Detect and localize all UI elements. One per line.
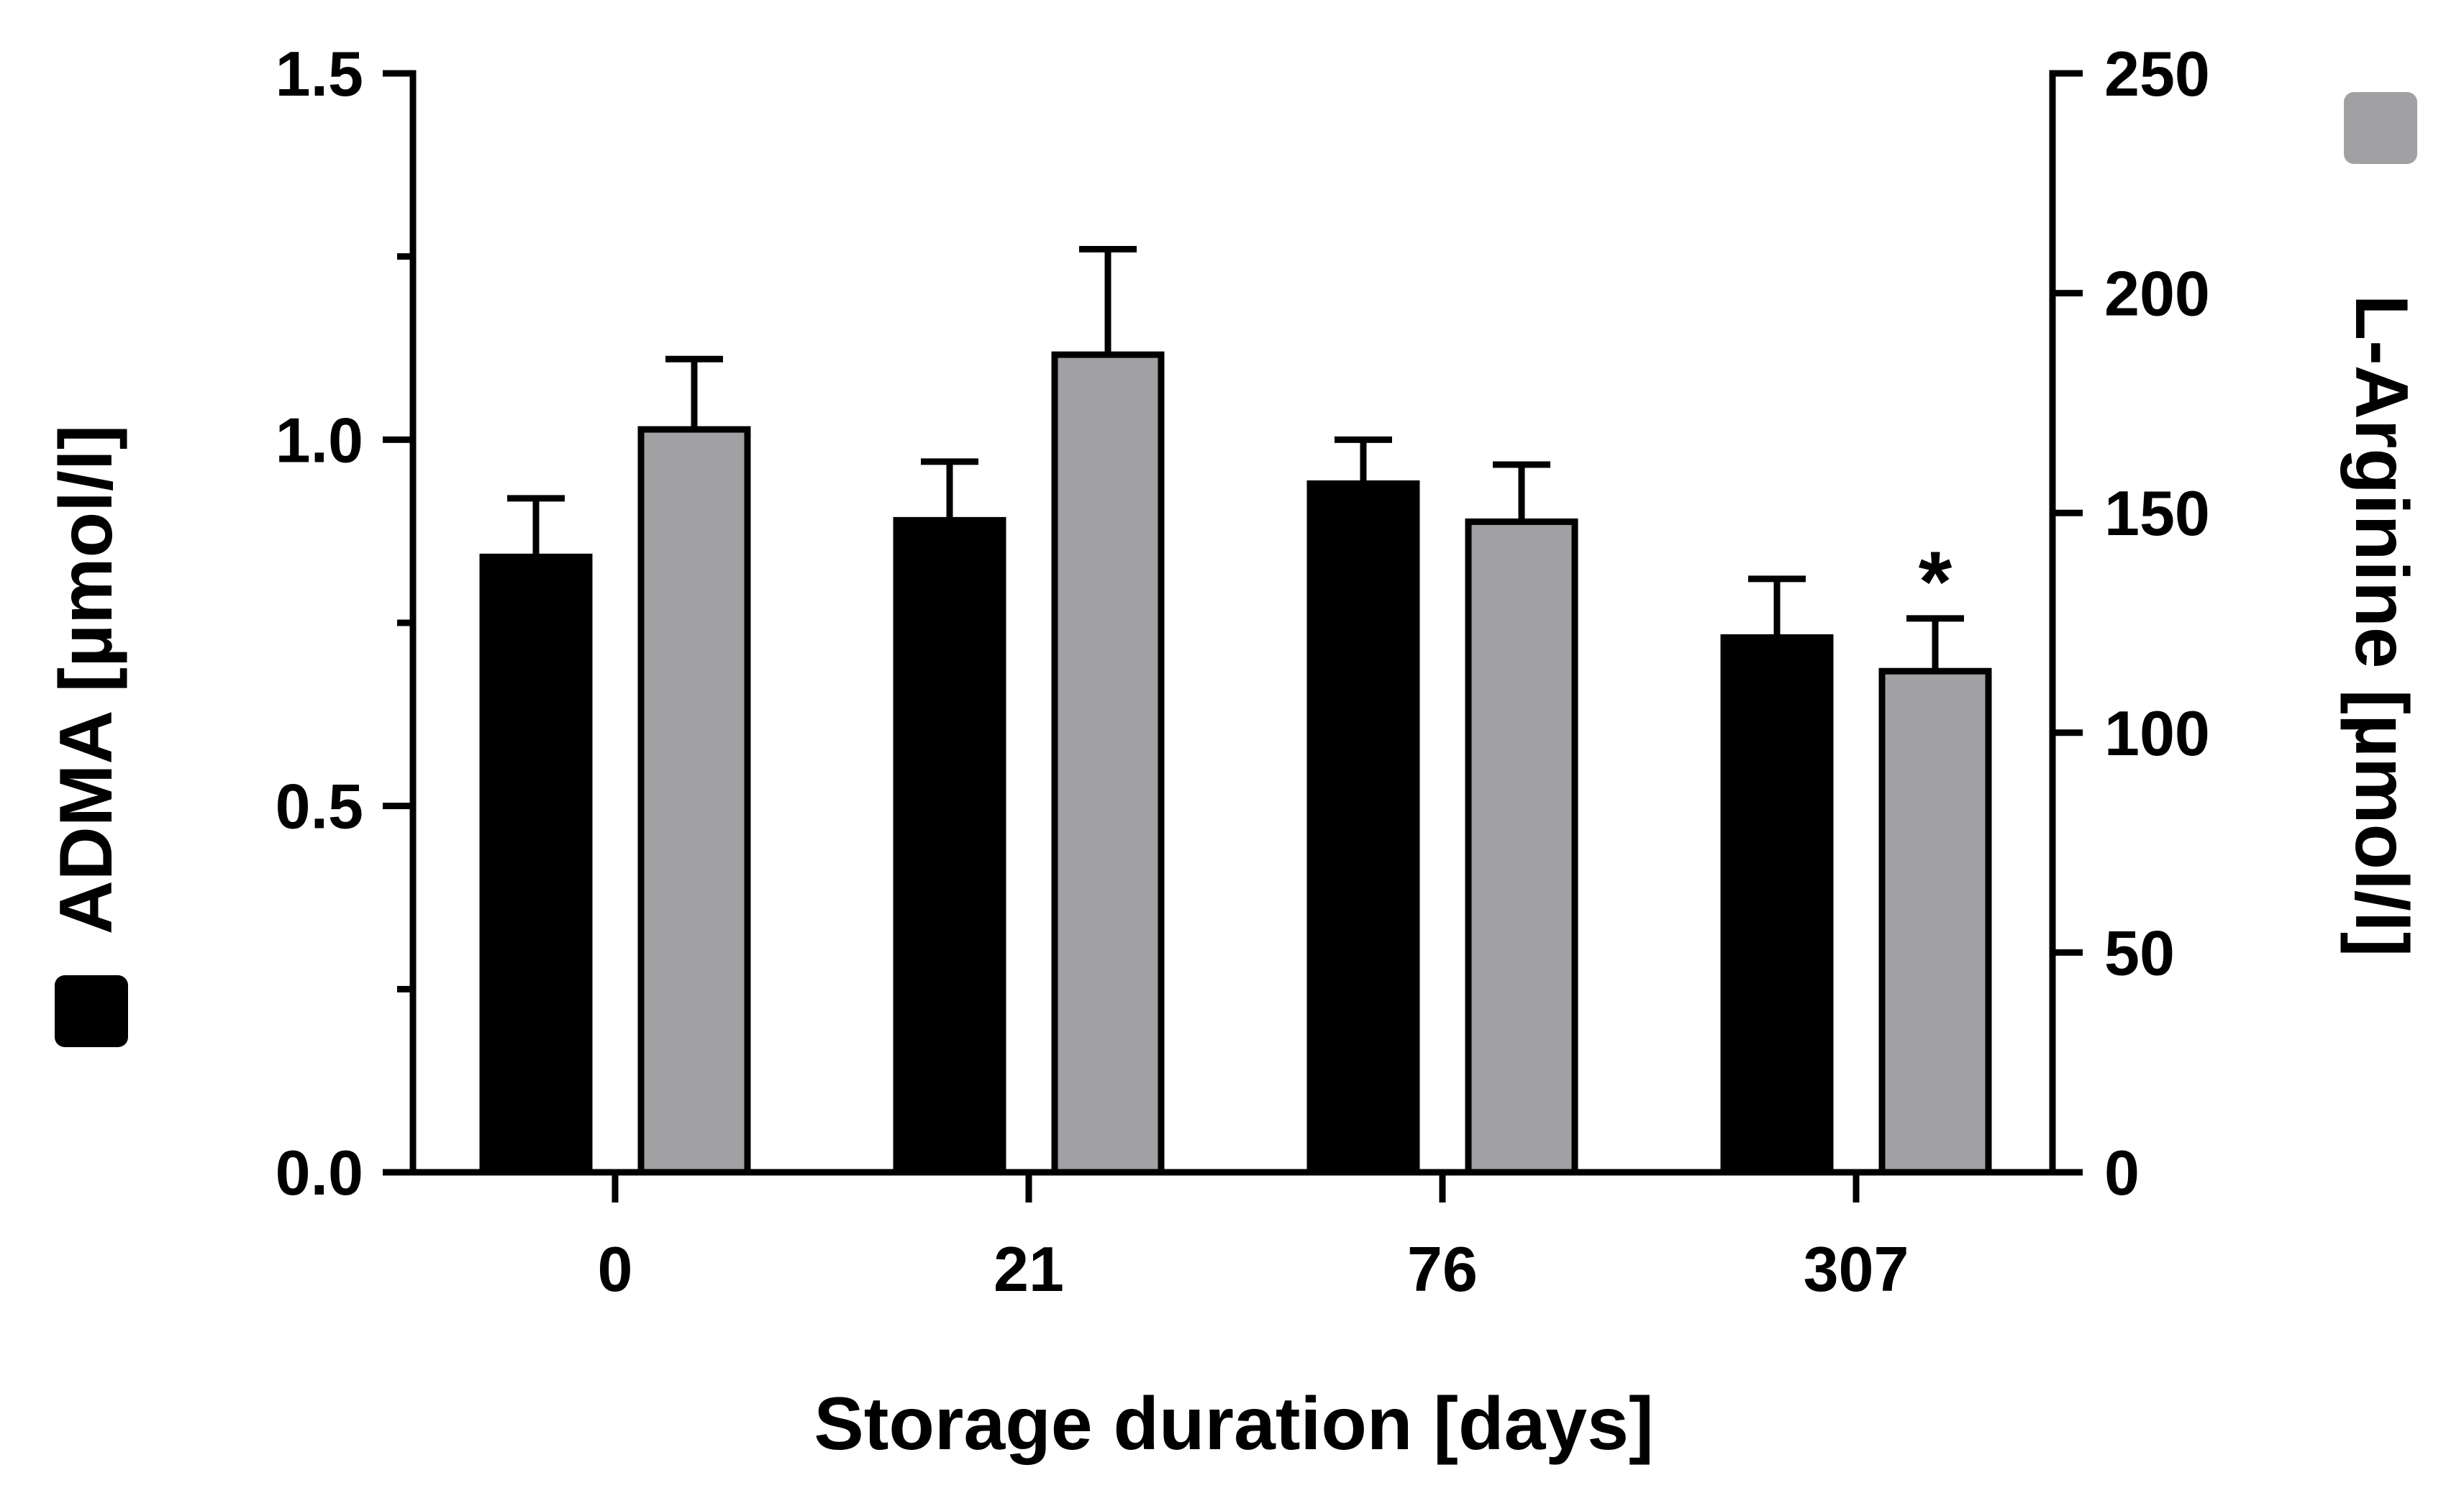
bar-adma-76 — [1306, 480, 1420, 1176]
annotations-layer: * — [1919, 534, 1952, 630]
bar-l-arginine-21 — [1051, 351, 1165, 1176]
x-axis-title: Storage duration [days] — [814, 1382, 1653, 1466]
left-axis-legend-swatch-admA — [55, 975, 128, 1047]
bar-adma-21 — [893, 516, 1006, 1176]
error-bar-l-arginine-76 — [1493, 461, 1550, 522]
right-ticks-layer: 0 50 100 150 200 250 — [2052, 38, 2210, 1208]
bar-adma-307 — [1720, 634, 1834, 1176]
error-bar-adma-307 — [1748, 575, 1806, 638]
right-tick-label: 250 — [2104, 38, 2210, 109]
significance-asterisk: * — [1919, 534, 1952, 630]
left-tick-label: 1.0 — [276, 404, 363, 475]
bars-layer — [479, 351, 1992, 1176]
x-tick-label: 76 — [1407, 1233, 1478, 1305]
left-tick-label: 0.0 — [276, 1137, 363, 1208]
right-axis-legend-swatch-l-arginine — [2344, 92, 2417, 164]
error-bar-adma-0 — [507, 495, 565, 557]
left-tick-label: 0.5 — [276, 771, 363, 842]
right-tick-label: 200 — [2104, 258, 2210, 329]
bar-l-arginine-307 — [1878, 667, 1992, 1176]
right-tick-label: 0 — [2104, 1137, 2140, 1208]
x-tick-label: 0 — [598, 1233, 633, 1305]
error-bar-adma-76 — [1335, 436, 1392, 484]
bar-l-arginine-0 — [637, 426, 751, 1176]
x-ticks-layer: 0 21 76 307 — [598, 1172, 1909, 1305]
left-ticks-layer: 0.0 0.5 1.0 1.5 — [276, 38, 413, 1208]
error-bar-l-arginine-21 — [1079, 245, 1137, 355]
error-bar-l-arginine-307 — [1906, 615, 1964, 672]
x-tick-label: 307 — [1804, 1233, 1909, 1305]
left-tick-label: 1.5 — [276, 38, 363, 109]
left-axis-title: ADMA [µmol/l] — [45, 425, 128, 935]
x-tick-label: 21 — [994, 1233, 1064, 1305]
error-bar-adma-21 — [921, 458, 978, 521]
error-bar-l-arginine-0 — [665, 355, 723, 430]
bar-l-arginine-76 — [1465, 518, 1578, 1176]
right-tick-label: 50 — [2104, 917, 2175, 988]
right-axis-title-group: L-Arginine [µmol/l] — [2340, 295, 2423, 957]
right-tick-label: 100 — [2104, 698, 2210, 769]
bar-adma-0 — [479, 553, 593, 1176]
right-tick-label: 150 — [2104, 478, 2210, 549]
left-axis-title-group: ADMA [µmol/l] — [45, 425, 128, 935]
right-axis-title: L-Arginine [µmol/l] — [2340, 295, 2423, 957]
errorbars-layer — [507, 245, 1964, 672]
